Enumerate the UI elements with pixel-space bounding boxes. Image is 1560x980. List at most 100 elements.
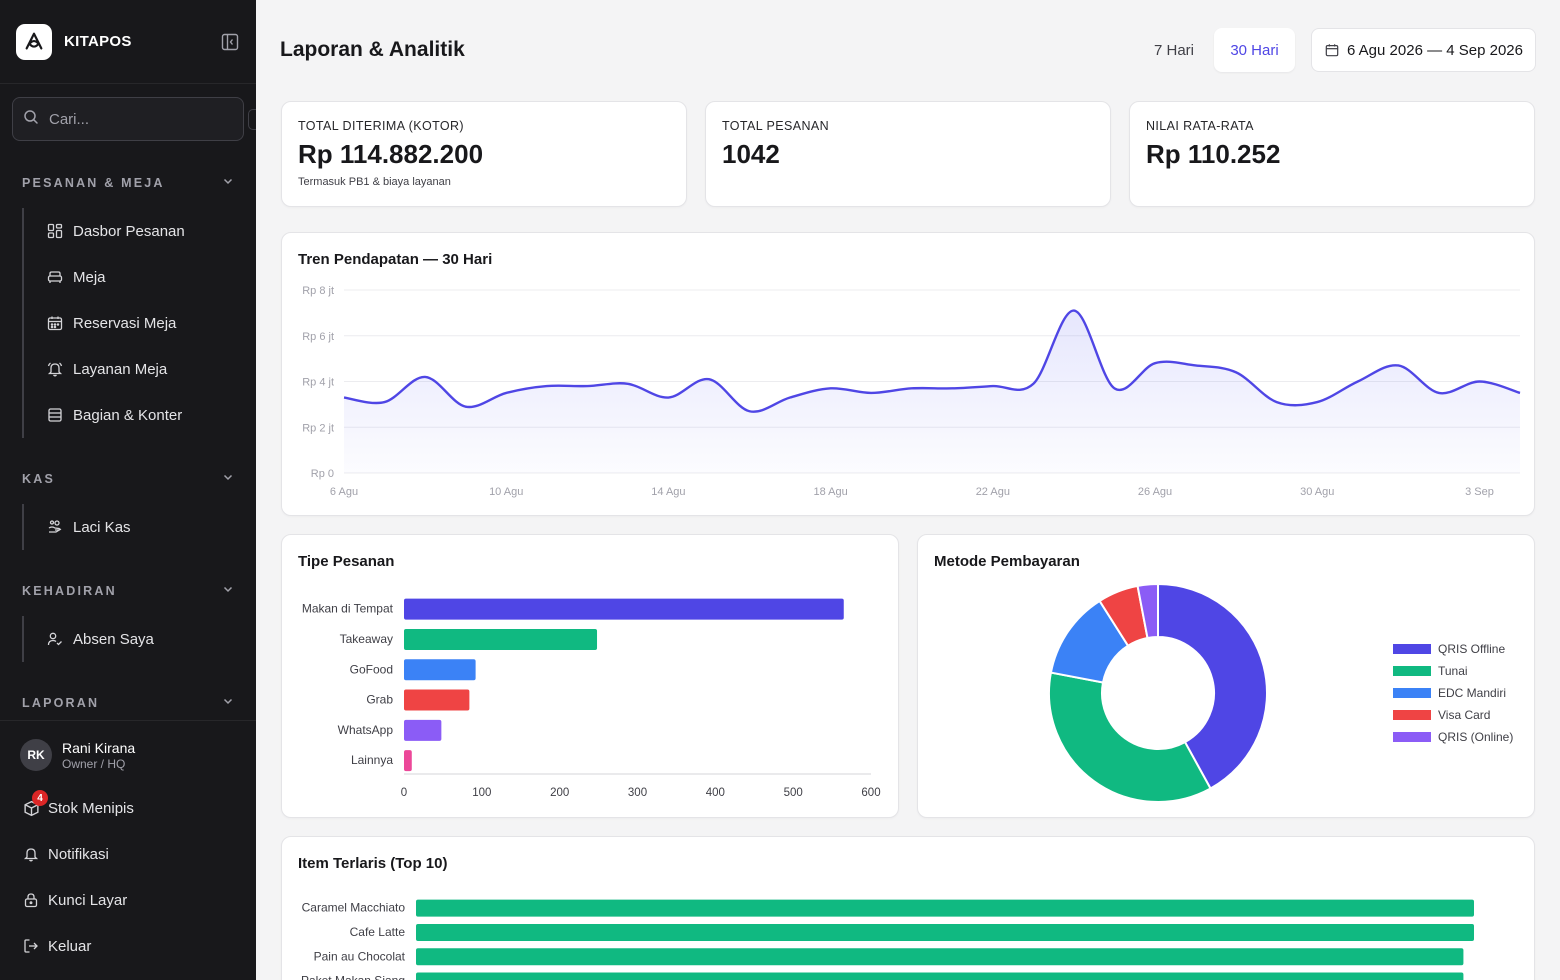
sidebar-item-bagian-konter[interactable]: Bagian & Konter [24, 392, 234, 438]
legend-label: QRIS (Online) [1438, 730, 1513, 744]
sidebar-collapse-icon[interactable] [220, 32, 240, 52]
chart-title: Item Terlaris (Top 10) [298, 855, 448, 872]
section-kehadiran[interactable]: KEHADIRAN [0, 580, 256, 602]
user-profile[interactable]: RK Rani Kirana Owner / HQ [0, 721, 256, 771]
top-item-bar [416, 948, 1464, 966]
sidebar-item-label: Bagian & Konter [73, 406, 183, 424]
legend-swatch [1393, 710, 1431, 720]
kpi-subtext: Termasuk PB1 & biaya layanan [298, 176, 451, 188]
x-tick-label: 6 Agu [330, 486, 358, 498]
sofa-icon [46, 268, 64, 286]
order-type-bar [404, 628, 598, 650]
sidebar-item-label: Layanan Meja [73, 360, 168, 378]
sidebar: KITAPOS ⌘K PESANAN & MEJA Dasbor Pesanan… [0, 0, 256, 980]
legend-label: Visa Card [1438, 708, 1490, 722]
x-tick-label: 10 Agu [489, 486, 523, 498]
calendar-icon [1325, 43, 1339, 57]
sidebar-item-dasbor-pesanan[interactable]: Dasbor Pesanan [24, 208, 234, 254]
category-label: GoFood [350, 662, 393, 676]
kpi-value: 1042 [722, 139, 780, 169]
payment-slice [1157, 582, 1268, 790]
top-items-chart: Caramel Macchiato Cafe Latte Pain au Choco… [301, 899, 1474, 980]
sidebar-item-label: Meja [73, 268, 106, 286]
avatar: RK [20, 739, 52, 771]
top-item-bar [416, 899, 1474, 917]
x-tick-label: 30 Agu [1300, 486, 1334, 498]
sidebar-item-notifikasi[interactable]: Notifikasi [22, 845, 109, 863]
sidebar-item-stok-menipis[interactable]: 4 Stok Menipis [22, 790, 134, 817]
item-label: Cafe Latte [350, 925, 406, 939]
sidebar-footer: RK Rani Kirana Owner / HQ 4 Stok Menipis… [0, 720, 256, 980]
page-title: Laporan & Analitik [280, 38, 465, 61]
chevron-down-icon [222, 470, 234, 488]
kpi-card-total-diterima: TOTAL DITERIMA (KOTOR) Rp 114.882.200 Te… [281, 101, 687, 207]
category-label: WhatsApp [338, 723, 394, 737]
sidebar-item-label: Stok Menipis [48, 799, 134, 817]
search-box: ⌘K [12, 97, 256, 141]
chevron-down-icon [222, 174, 234, 192]
x-tick-label: 300 [628, 787, 647, 799]
search-input[interactable] [49, 110, 248, 128]
section-list-pesanan-meja: Dasbor Pesanan Meja Reservasi Meja Layan… [22, 208, 234, 438]
x-tick-label: 18 Agu [813, 486, 847, 498]
sidebar-item-keluar[interactable]: Keluar [22, 937, 91, 955]
sidebar-item-kunci-layar[interactable]: Kunci Layar [22, 891, 127, 909]
sidebar-item-label: Absen Saya [73, 630, 154, 648]
logout-icon [22, 937, 40, 955]
kpi-label: TOTAL PESANAN [722, 119, 830, 133]
section-laporan[interactable]: LAPORAN [0, 692, 256, 714]
y-tick-label: Rp 4 jt [302, 377, 334, 389]
grid-icon [46, 222, 64, 240]
sidebar-item-label: Keluar [48, 937, 92, 955]
x-tick-label: 22 Agu [976, 486, 1010, 498]
section-list-kehadiran: Absen Saya [22, 616, 234, 662]
revenue-line [343, 309, 1521, 413]
date-range-picker[interactable]: 6 Agu 2026 — 4 Sep 2026 [1311, 28, 1536, 72]
sidebar-item-layanan-meja[interactable]: Layanan Meja [24, 346, 234, 392]
revenue-area-fill [344, 310, 1520, 473]
x-tick-label: 500 [784, 787, 803, 799]
brand: KITAPOS [0, 0, 256, 84]
brand-logo-icon [16, 23, 52, 60]
section-pesanan-meja[interactable]: PESANAN & MEJA [0, 172, 256, 194]
lock-icon [22, 891, 40, 909]
y-tick-label: Rp 6 jt [302, 331, 334, 343]
x-tick-label: 14 Agu [651, 486, 685, 498]
x-tick-label: 3 Sep [1465, 486, 1494, 498]
legend-swatch [1393, 732, 1431, 742]
user-info: Rani Kirana Owner / HQ [62, 740, 135, 771]
search-icon [23, 109, 39, 130]
range-7-days-button[interactable]: 7 Hari [1140, 28, 1208, 72]
section-kas[interactable]: KAS [0, 468, 256, 490]
bell-icon [46, 360, 64, 378]
section-title: KAS [22, 472, 55, 486]
top-item-bar [416, 972, 1464, 980]
sidebar-item-laci-kas[interactable]: Laci Kas [24, 504, 234, 550]
category-label: Grab [366, 693, 393, 707]
legend-swatch [1393, 666, 1431, 676]
calendar-icon [46, 314, 64, 332]
sidebar-item-reservasi-meja[interactable]: Reservasi Meja [24, 300, 234, 346]
payment-slice [1048, 671, 1212, 803]
cash-drawer-icon [46, 518, 64, 536]
sidebar-item-meja[interactable]: Meja [24, 254, 234, 300]
order-type-bar [404, 719, 442, 741]
x-tick-label: 0 [401, 787, 407, 799]
date-range-label: 6 Agu 2026 — 4 Sep 2026 [1347, 41, 1523, 59]
item-label: Caramel Macchiato [302, 901, 406, 915]
range-30-days-button[interactable]: 30 Hari [1214, 28, 1295, 72]
top-item-bar [416, 923, 1474, 941]
sidebar-item-label: Notifikasi [48, 845, 109, 863]
x-tick-label: 600 [861, 787, 880, 799]
legend-label: QRIS Offline [1438, 642, 1505, 656]
revenue-trend-chart: Rp 0 Rp 2 jt Rp 4 jt Rp 6 jt Rp 8 jt 6 Agu 10 … [302, 285, 1521, 498]
section-title: KEHADIRAN [22, 584, 117, 598]
order-type-bar [404, 659, 476, 681]
stock-alert-badge: 4 [32, 790, 48, 806]
sidebar-item-absen-saya[interactable]: Absen Saya [24, 616, 234, 662]
section-title: LAPORAN [22, 696, 100, 710]
category-label: Takeaway [340, 632, 393, 646]
search-shortcut: ⌘K [248, 108, 256, 130]
y-tick-label: Rp 2 jt [302, 422, 334, 434]
sidebar-item-label: Reservasi Meja [73, 314, 177, 332]
